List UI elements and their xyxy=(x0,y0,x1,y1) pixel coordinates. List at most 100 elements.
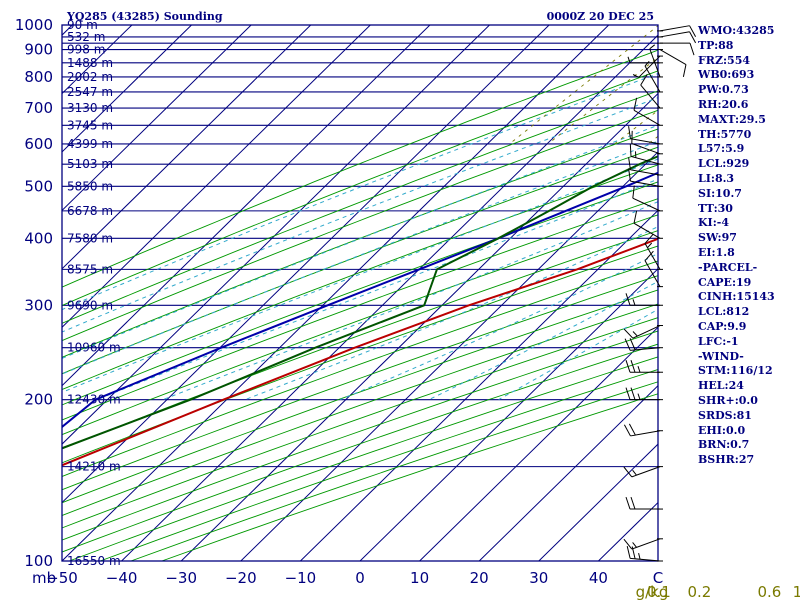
isotherm-line xyxy=(0,25,13,561)
temperature-tick-label: C xyxy=(653,569,663,587)
isotherm-line xyxy=(62,25,371,328)
wind-barb-flag xyxy=(644,233,654,244)
indices-panel: WMO:43285 TP:88 FRZ:554 WB0:693 PW:0.73 RH:20… xyxy=(698,24,798,468)
index-value: TT:30 xyxy=(698,201,733,215)
height-label: 532 m xyxy=(67,30,105,44)
wind-barb-staff xyxy=(659,25,690,32)
moist-adiabat-line xyxy=(245,226,658,401)
isotherm-line xyxy=(62,25,252,212)
wind-barb-half-flag xyxy=(638,552,641,560)
dry-adiabat-line xyxy=(62,289,658,504)
temperature-tick-label: −10 xyxy=(285,569,317,587)
index-value: CAPE:19 xyxy=(698,275,752,289)
height-label: 16550 m xyxy=(67,554,121,568)
index-value: LCL:929 xyxy=(698,157,750,171)
wind-barb xyxy=(628,126,663,145)
wind-barb-staff xyxy=(630,169,661,176)
wind-barb-flag xyxy=(629,338,636,351)
wind-barb-staff xyxy=(632,325,661,339)
wind-barb-flag xyxy=(632,185,635,199)
index-value: LCL:812 xyxy=(698,305,750,319)
temperature-profile-line xyxy=(62,237,658,467)
wind-barb-flag xyxy=(623,328,634,339)
temperature-tick-label: 0 xyxy=(355,569,365,587)
dry-adiabat-line xyxy=(62,260,658,477)
dry-adiabat-line xyxy=(62,181,658,406)
height-label: 9690 m xyxy=(67,298,113,312)
wind-barb-flag xyxy=(630,496,636,510)
isotherm-line xyxy=(62,25,610,561)
height-label: 12430 m xyxy=(67,393,121,407)
wind-barb-staff xyxy=(644,260,661,287)
wind-barb xyxy=(625,387,663,401)
wind-barb xyxy=(633,97,663,126)
mixing-ratio-tick-label: g/kg xyxy=(636,583,669,600)
height-label: 7580 m xyxy=(67,231,113,245)
wind-barb-staff xyxy=(659,49,687,65)
moist-adiabat-line xyxy=(62,140,658,375)
wind-barb-half-flag xyxy=(647,242,653,249)
wind-barb-flag xyxy=(623,424,631,437)
index-value: SHR+:0.0 xyxy=(698,393,758,407)
wind-barb-flag xyxy=(633,97,638,111)
mixing-ratio-tick-label: 0.6 xyxy=(757,583,781,600)
wind-barb xyxy=(629,143,663,165)
temperature-tick-label: 40 xyxy=(589,569,608,587)
isotherm-line xyxy=(62,25,312,270)
wind-barb-staff xyxy=(630,138,661,145)
height-label: 5850 m xyxy=(67,179,113,193)
temperature-tick-label: 10 xyxy=(410,569,429,587)
height-label: 8575 m xyxy=(67,262,113,276)
temperature-tick-label: −20 xyxy=(225,569,257,587)
dry-adiabat-line xyxy=(62,146,658,375)
height-label: 10960 m xyxy=(67,341,121,355)
isotherm-line xyxy=(62,25,550,504)
index-value: WMO:43285 xyxy=(698,24,775,37)
index-value: PW:0.73 xyxy=(698,83,749,97)
isotherm-line xyxy=(180,92,658,561)
mixing-ratio-line xyxy=(547,56,658,145)
wind-barb xyxy=(623,423,663,437)
wind-barb-flag xyxy=(623,466,633,478)
height-label: 3130 m xyxy=(67,101,113,115)
index-value: MAXT:29.5 xyxy=(698,112,766,126)
wind-barb-staff xyxy=(630,180,661,187)
height-label: 5103 m xyxy=(67,157,113,171)
wind-barb-half-flag xyxy=(637,366,641,373)
wind-barb xyxy=(644,60,663,93)
wind-barb-half-flag xyxy=(632,74,640,78)
index-value: CAP:9.9 xyxy=(698,319,747,333)
wind-barb xyxy=(640,74,663,109)
isotherm-line xyxy=(478,385,658,561)
wind-barb-flag xyxy=(623,538,633,550)
wind-barb-flag xyxy=(633,210,638,224)
index-value: FRZ:554 xyxy=(698,53,751,67)
pressure-unit-label: mb xyxy=(32,569,56,587)
temperature-tick-label: −30 xyxy=(165,569,197,587)
index-value: EI:1.8 xyxy=(698,245,735,259)
wind-barb-flag xyxy=(689,42,695,56)
mixing-ratio-line xyxy=(509,25,658,145)
isotherm-line xyxy=(62,25,490,445)
wind-barb xyxy=(633,210,663,239)
isotherm-line xyxy=(538,443,658,561)
isotherm-line xyxy=(300,209,658,561)
moist-adiabat-line xyxy=(62,124,658,359)
height-label: 3745 m xyxy=(67,118,113,132)
isotherm-line xyxy=(62,25,192,153)
wind-barb-flag xyxy=(625,360,631,373)
wind-barb xyxy=(624,338,663,351)
index-value: TH:5770 xyxy=(698,127,752,141)
index-value: KI:-4 xyxy=(698,216,729,230)
index-value: BRN:0.7 xyxy=(698,438,750,452)
index-value: L57:5.9 xyxy=(698,142,745,156)
dry-adiabat-line xyxy=(62,164,658,391)
index-value: SW:97 xyxy=(698,231,737,245)
wind-barb-flag xyxy=(644,250,654,261)
pressure-tick-label: 100 xyxy=(24,552,53,570)
dry-adiabat-line xyxy=(62,49,658,288)
wind-barb xyxy=(623,325,663,339)
pressure-tick-label: 700 xyxy=(24,99,53,117)
chart-title: YQ285 (43285) Sounding xyxy=(66,10,223,23)
